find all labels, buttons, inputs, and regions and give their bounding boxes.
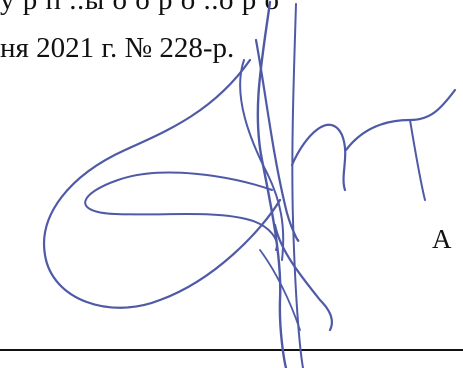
signature-stroke [256, 0, 288, 368]
cropped-name-text: А [432, 224, 452, 254]
horizontal-rule [0, 349, 463, 351]
signature-stroke [409, 119, 426, 201]
signature-stroke [254, 38, 300, 242]
signature-stroke [259, 249, 301, 331]
signature-stroke [291, 3, 304, 368]
signature-stroke [344, 88, 457, 152]
signature-stroke [42, 58, 282, 309]
signature-stroke [84, 171, 278, 251]
cropped-text-line: у р п ..ы о о р о ..о р о [0, 0, 280, 16]
signature-stroke [290, 123, 347, 192]
order-date-and-number: ня 2021 г. № 228-р. [0, 32, 235, 64]
signature-stroke [273, 223, 334, 332]
signature-stroke [239, 59, 285, 261]
